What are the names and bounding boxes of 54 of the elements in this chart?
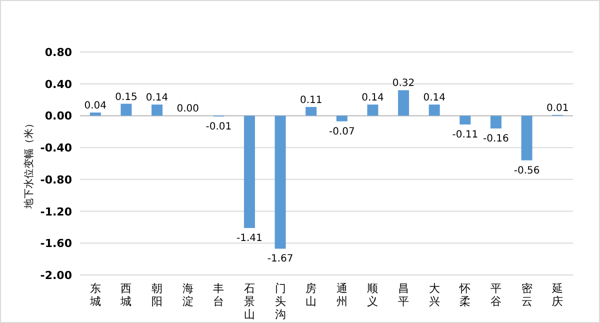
bar	[120, 104, 132, 116]
bar	[460, 116, 471, 124]
y-tick-label: -1.20	[40, 205, 72, 218]
y-tick-label: 0.80	[44, 46, 72, 59]
y-tick-label: -0.40	[40, 142, 72, 155]
data-label: -0.11	[452, 129, 478, 140]
data-label: 0.32	[392, 78, 415, 90]
bar	[244, 116, 255, 228]
data-label: 0.11	[300, 94, 322, 106]
bar	[90, 112, 101, 116]
y-axis-title: 地下水位变幅（米）	[23, 118, 35, 210]
x-tick-label: 怀柔	[458, 282, 471, 308]
bar	[398, 90, 410, 116]
x-tick-label: 海淀	[182, 282, 194, 308]
x-tick-label: 昌平	[398, 282, 410, 308]
data-label: -0.16	[483, 133, 509, 144]
y-tick-label: 0.40	[44, 78, 72, 91]
x-tick-label: 顺义	[367, 282, 378, 308]
data-label: -1.41	[236, 233, 262, 244]
y-tick-label: -1.60	[40, 237, 72, 250]
bar	[490, 116, 502, 128]
data-label: -0.01	[206, 122, 232, 133]
bar	[306, 106, 317, 116]
x-tick-label: 东城	[88, 282, 101, 308]
x-tick-label: 门头沟	[274, 282, 286, 321]
x-tick-label: 延庆	[551, 282, 564, 308]
bar	[428, 104, 440, 116]
x-tick-label: 朝阳	[152, 282, 163, 308]
x-tick-label: 房山	[306, 282, 317, 308]
x-tick-label: 大兴	[428, 282, 440, 308]
x-tick-label: 密云	[521, 282, 532, 308]
data-label: 0.15	[115, 92, 138, 103]
data-label: -0.07	[328, 126, 355, 138]
bar	[367, 104, 378, 116]
data-label: 0.14	[362, 92, 384, 104]
data-label: 0.14	[146, 92, 168, 104]
data-label: -0.56	[514, 165, 540, 176]
data-label: -1.67	[267, 254, 294, 265]
data-label: 0.00	[176, 104, 199, 115]
bar	[336, 116, 348, 122]
y-tick-label: 0.00	[44, 110, 72, 123]
data-label: 0.04	[84, 100, 107, 112]
data-label: 0.01	[546, 102, 569, 114]
y-tick-label: -0.80	[40, 173, 72, 186]
x-tick-label: 通州	[336, 282, 348, 308]
x-tick-label: 西城	[120, 282, 132, 308]
bar	[274, 116, 286, 249]
y-tick-label: -2.00	[40, 269, 72, 282]
data-label: 0.14	[423, 92, 446, 104]
x-tick-label: 丰台	[213, 282, 224, 308]
bar	[521, 116, 532, 160]
bar	[152, 104, 163, 116]
x-tick-label: 平谷	[490, 282, 502, 308]
x-tick-label: 石景山	[244, 282, 255, 321]
